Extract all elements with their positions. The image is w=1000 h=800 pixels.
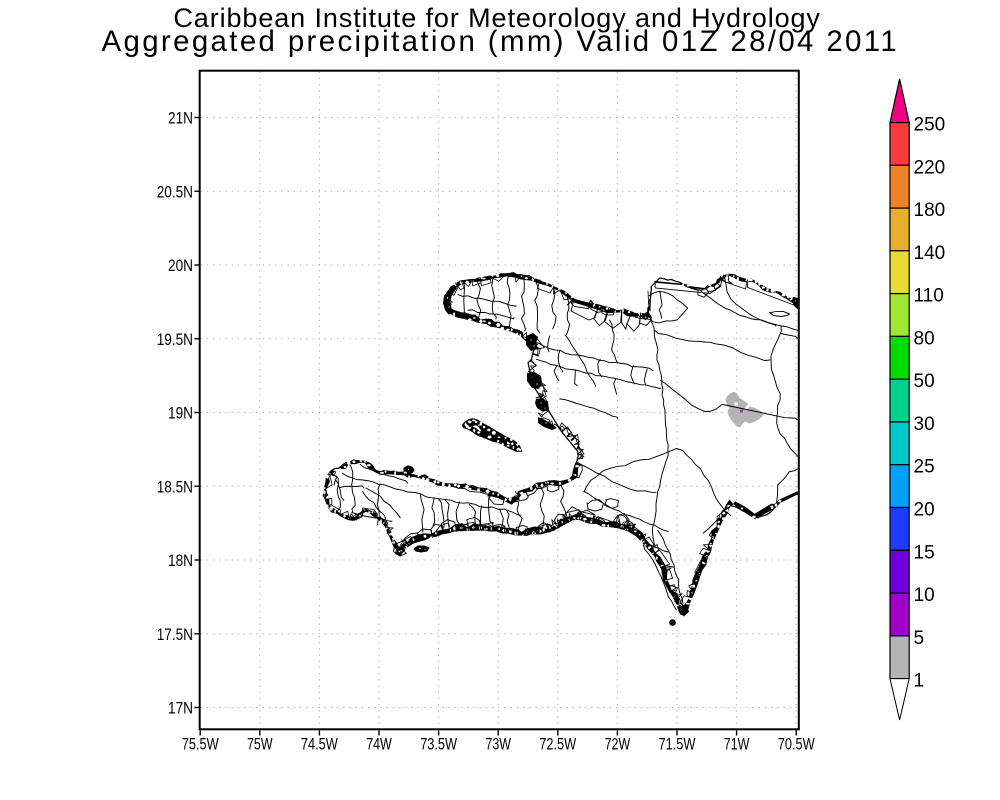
- svg-text:180: 180: [914, 200, 946, 221]
- svg-text:71.5W: 71.5W: [659, 735, 696, 754]
- svg-text:50: 50: [914, 371, 935, 392]
- svg-text:110: 110: [914, 286, 944, 307]
- svg-text:18N: 18N: [168, 551, 193, 570]
- svg-text:20.5N: 20.5N: [157, 182, 193, 201]
- svg-text:20N: 20N: [168, 256, 193, 275]
- svg-text:18.5N: 18.5N: [157, 477, 193, 496]
- svg-text:19N: 19N: [168, 404, 193, 423]
- svg-text:74.5W: 74.5W: [301, 735, 338, 754]
- svg-text:72W: 72W: [605, 735, 631, 754]
- svg-text:21N: 21N: [168, 109, 193, 128]
- svg-text:25: 25: [914, 457, 935, 478]
- svg-text:17.5N: 17.5N: [157, 625, 193, 644]
- svg-text:72.5W: 72.5W: [539, 735, 576, 754]
- svg-text:73.5W: 73.5W: [420, 735, 457, 754]
- svg-text:20: 20: [914, 500, 935, 521]
- svg-text:10: 10: [914, 585, 935, 606]
- svg-text:30: 30: [914, 414, 935, 435]
- svg-text:19.5N: 19.5N: [157, 330, 193, 349]
- svg-text:15: 15: [914, 542, 935, 563]
- svg-text:73W: 73W: [485, 735, 511, 754]
- svg-text:140: 140: [914, 243, 946, 264]
- svg-text:5: 5: [914, 628, 925, 649]
- svg-text:Caribbean Institute for Meteor: Caribbean Institute for Meteorology and …: [173, 3, 820, 33]
- svg-text:74W: 74W: [366, 735, 392, 754]
- svg-text:80: 80: [914, 328, 935, 349]
- svg-text:250: 250: [914, 115, 946, 136]
- svg-text:220: 220: [914, 157, 946, 178]
- svg-text:1: 1: [914, 671, 925, 692]
- svg-text:75W: 75W: [247, 735, 273, 754]
- svg-text:70.5W: 70.5W: [778, 735, 815, 754]
- svg-text:71W: 71W: [724, 735, 750, 754]
- svg-text:17N: 17N: [168, 699, 193, 718]
- svg-text:Aggregated precipitation (mm): Aggregated precipitation (mm) Valid 01Z …: [102, 25, 900, 58]
- svg-text:75.5W: 75.5W: [182, 735, 219, 754]
